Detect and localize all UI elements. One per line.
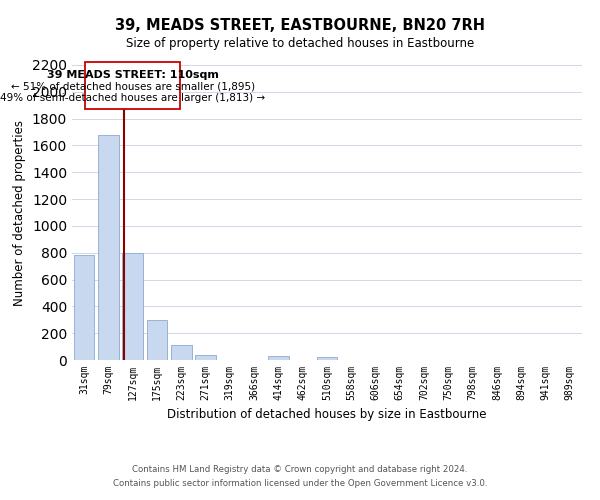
Text: Contains HM Land Registry data © Crown copyright and database right 2024.
Contai: Contains HM Land Registry data © Crown c… [113,466,487,487]
Text: ← 51% of detached houses are smaller (1,895): ← 51% of detached houses are smaller (1,… [11,81,255,91]
Bar [146,320,167,360]
Bar [268,356,289,360]
Bar [171,345,191,360]
Text: 49% of semi-detached houses are larger (1,813) →: 49% of semi-detached houses are larger (… [0,93,265,103]
Text: 39 MEADS STREET: 110sqm: 39 MEADS STREET: 110sqm [47,70,218,80]
Bar [195,356,216,360]
Bar [74,256,94,360]
Bar [317,358,337,360]
Text: 39, MEADS STREET, EASTBOURNE, BN20 7RH: 39, MEADS STREET, EASTBOURNE, BN20 7RH [115,18,485,32]
X-axis label: Distribution of detached houses by size in Eastbourne: Distribution of detached houses by size … [167,408,487,422]
Text: Size of property relative to detached houses in Eastbourne: Size of property relative to detached ho… [126,38,474,51]
Bar [122,252,143,360]
FancyBboxPatch shape [85,62,180,110]
Bar [98,134,119,360]
Y-axis label: Number of detached properties: Number of detached properties [13,120,26,306]
